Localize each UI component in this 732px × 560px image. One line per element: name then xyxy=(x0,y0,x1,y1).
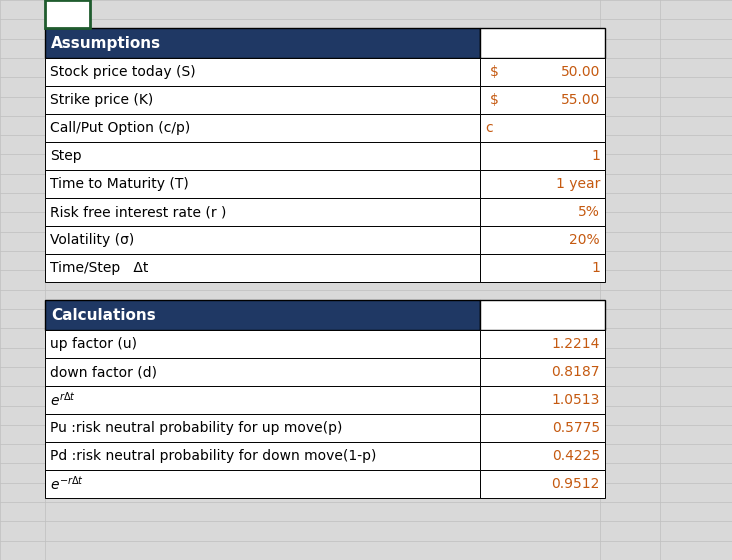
Text: 50.00: 50.00 xyxy=(561,65,600,79)
Text: 1.0513: 1.0513 xyxy=(552,393,600,407)
Text: Pu :risk neutral probability for up move(p): Pu :risk neutral probability for up move… xyxy=(50,421,343,435)
Bar xyxy=(480,226,605,254)
Bar xyxy=(480,170,605,198)
Text: up factor (u): up factor (u) xyxy=(50,337,137,351)
Bar xyxy=(45,330,480,358)
Text: Volatility (σ): Volatility (σ) xyxy=(50,233,134,247)
Text: 55.00: 55.00 xyxy=(561,93,600,107)
Text: Strike price (K): Strike price (K) xyxy=(50,93,153,107)
Bar xyxy=(480,254,605,282)
Bar xyxy=(45,470,480,498)
Bar xyxy=(45,58,480,86)
Bar xyxy=(45,254,480,282)
Text: Step: Step xyxy=(50,149,82,163)
Bar xyxy=(45,358,480,386)
Text: 0.8187: 0.8187 xyxy=(551,365,600,379)
Text: Call/Put Option (c/p): Call/Put Option (c/p) xyxy=(50,121,190,135)
Text: 0.9512: 0.9512 xyxy=(552,477,600,491)
Bar xyxy=(45,414,480,442)
Text: $: $ xyxy=(490,65,499,79)
Bar xyxy=(45,0,90,28)
Text: Assumptions: Assumptions xyxy=(51,35,161,50)
Text: 1 year: 1 year xyxy=(556,177,600,191)
Text: 1.2214: 1.2214 xyxy=(552,337,600,351)
Bar xyxy=(45,86,480,114)
Bar xyxy=(45,114,480,142)
Bar xyxy=(45,198,480,226)
Text: 0.5775: 0.5775 xyxy=(552,421,600,435)
Bar xyxy=(480,442,605,470)
Text: $: $ xyxy=(490,93,499,107)
Bar xyxy=(480,198,605,226)
Text: 5%: 5% xyxy=(578,205,600,219)
Bar xyxy=(480,330,605,358)
Text: c: c xyxy=(485,121,493,135)
Bar xyxy=(480,58,605,86)
Text: Time to Maturity (T): Time to Maturity (T) xyxy=(50,177,189,191)
Text: Stock price today (S): Stock price today (S) xyxy=(50,65,195,79)
Bar xyxy=(480,28,605,58)
Bar xyxy=(480,470,605,498)
Bar xyxy=(480,300,605,330)
Bar xyxy=(45,170,480,198)
Text: 1: 1 xyxy=(591,149,600,163)
Text: $e^{r\Delta t}$: $e^{r\Delta t}$ xyxy=(50,391,76,409)
Text: Risk free interest rate (r ): Risk free interest rate (r ) xyxy=(50,205,226,219)
Bar xyxy=(45,300,480,330)
Text: 0.4225: 0.4225 xyxy=(552,449,600,463)
Text: Time/Step   Δt: Time/Step Δt xyxy=(50,261,149,275)
Bar xyxy=(480,86,605,114)
Bar xyxy=(45,386,480,414)
Bar xyxy=(45,442,480,470)
Text: down factor (d): down factor (d) xyxy=(50,365,157,379)
Text: Calculations: Calculations xyxy=(51,307,156,323)
Bar xyxy=(480,414,605,442)
Text: Pd :risk neutral probability for down move(1-p): Pd :risk neutral probability for down mo… xyxy=(50,449,376,463)
Bar xyxy=(45,142,480,170)
Bar xyxy=(480,114,605,142)
Bar xyxy=(480,358,605,386)
Bar xyxy=(45,28,480,58)
Bar xyxy=(480,386,605,414)
Text: 1: 1 xyxy=(591,261,600,275)
Bar xyxy=(45,226,480,254)
Text: 20%: 20% xyxy=(569,233,600,247)
Bar xyxy=(480,142,605,170)
Text: $e^{-r\Delta t}$: $e^{-r\Delta t}$ xyxy=(50,475,84,493)
